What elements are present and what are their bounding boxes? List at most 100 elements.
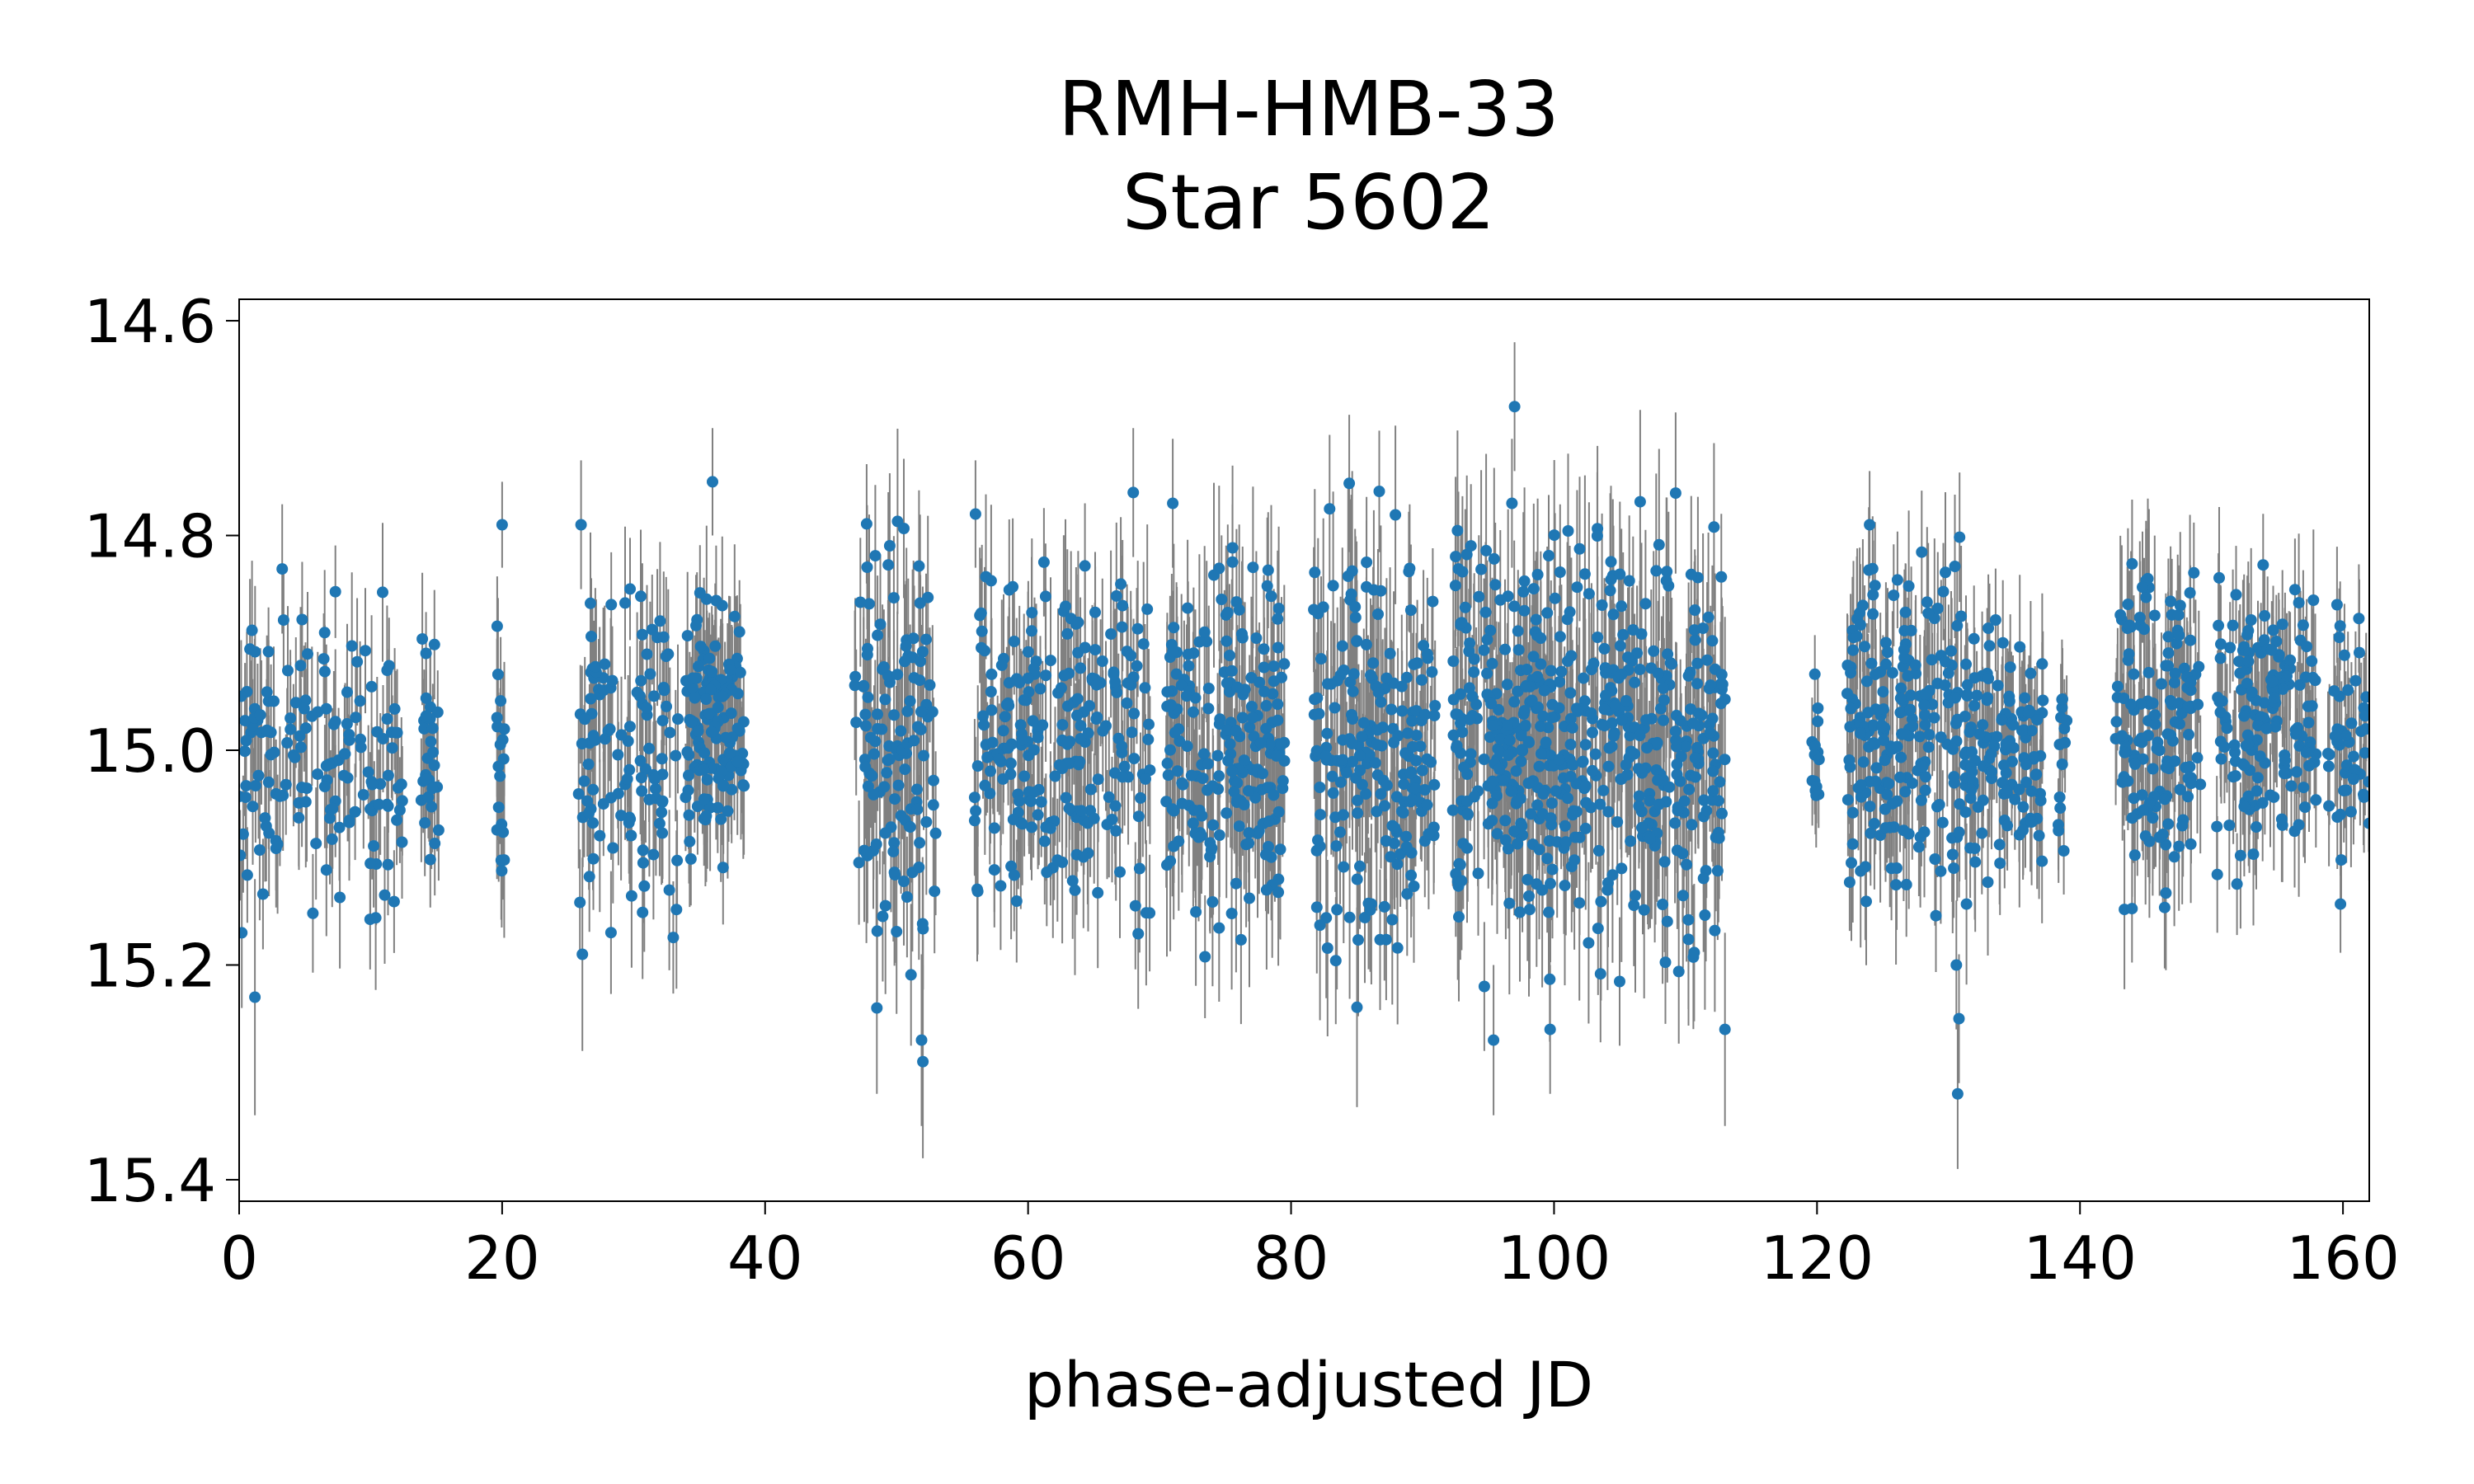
data-point xyxy=(1602,806,1614,818)
data-point xyxy=(1691,742,1703,754)
data-point xyxy=(1186,770,1197,782)
data-point xyxy=(1661,575,1672,586)
data-point xyxy=(1920,771,1931,782)
data-point xyxy=(1690,752,1701,763)
data-point xyxy=(241,735,252,746)
data-point xyxy=(1669,817,1681,829)
data-point xyxy=(1531,614,1542,626)
data-point xyxy=(1531,671,1543,683)
data-point xyxy=(1140,773,1151,785)
data-point xyxy=(637,844,649,856)
data-point xyxy=(1425,756,1437,768)
data-point xyxy=(922,592,934,603)
data-point xyxy=(280,779,292,791)
data-point xyxy=(1371,724,1383,735)
data-point xyxy=(1894,772,1906,783)
data-point xyxy=(1580,739,1592,750)
data-point xyxy=(647,849,659,861)
data-point xyxy=(1693,707,1705,719)
data-point xyxy=(1272,613,1283,625)
data-point xyxy=(1102,819,1113,830)
data-point xyxy=(2137,789,2148,801)
data-point xyxy=(632,687,643,698)
data-point xyxy=(1244,893,1255,904)
data-point xyxy=(1683,670,1695,682)
data-point xyxy=(737,779,749,791)
data-point xyxy=(1247,712,1258,724)
data-point xyxy=(1565,771,1577,782)
data-point xyxy=(682,630,694,641)
data-point xyxy=(1214,713,1225,725)
data-point xyxy=(1567,759,1578,771)
data-point xyxy=(1197,773,1209,784)
data-point xyxy=(654,818,666,829)
x-tick-label: 40 xyxy=(727,1223,803,1293)
data-point xyxy=(1659,856,1671,867)
data-point xyxy=(1982,694,1993,706)
data-point xyxy=(1144,907,1155,918)
data-point xyxy=(1079,560,1091,571)
chart-title-line-2: Star 5602 xyxy=(1122,158,1495,247)
data-point xyxy=(2126,558,2138,570)
data-point xyxy=(625,830,637,842)
data-point xyxy=(1878,703,1889,715)
data-point xyxy=(985,686,997,697)
data-point xyxy=(427,747,439,758)
data-point xyxy=(253,770,265,782)
data-point xyxy=(1621,769,1633,781)
data-point xyxy=(889,793,901,805)
data-point xyxy=(495,739,506,750)
data-point xyxy=(1222,607,1234,618)
data-point xyxy=(1261,700,1272,711)
data-point xyxy=(319,781,331,792)
data-point xyxy=(1371,739,1383,750)
data-point xyxy=(1165,699,1177,711)
data-point xyxy=(358,789,369,801)
data-point xyxy=(1075,662,1086,674)
data-point xyxy=(1385,851,1396,862)
data-point xyxy=(685,853,697,865)
data-point xyxy=(720,732,731,744)
data-point xyxy=(995,881,1006,892)
data-point xyxy=(1018,771,1030,782)
data-point xyxy=(1906,625,1917,636)
data-point xyxy=(1464,682,1475,693)
data-point xyxy=(2339,650,2350,661)
data-point xyxy=(1344,912,1356,923)
data-point xyxy=(1918,699,1930,711)
data-point xyxy=(1610,700,1621,711)
data-point xyxy=(1691,678,1703,689)
data-point xyxy=(1544,974,1555,985)
data-point xyxy=(726,707,737,719)
data-point xyxy=(1054,759,1065,771)
data-point xyxy=(259,812,270,824)
data-point xyxy=(1221,678,1233,689)
data-point xyxy=(895,726,906,737)
data-point xyxy=(1221,636,1232,647)
data-point xyxy=(1237,632,1249,644)
data-point xyxy=(2054,802,2066,814)
data-point xyxy=(1703,612,1714,623)
data-point xyxy=(2174,718,2185,730)
data-point xyxy=(1625,746,1637,758)
data-point xyxy=(2023,707,2034,718)
data-point xyxy=(1132,928,1144,940)
data-point xyxy=(979,780,990,791)
data-point xyxy=(1268,789,1279,801)
data-point xyxy=(899,655,910,667)
data-point xyxy=(1682,914,1694,926)
data-point xyxy=(1188,818,1199,829)
data-point xyxy=(494,770,506,782)
data-point xyxy=(1812,702,1823,714)
data-point xyxy=(1602,885,1613,896)
data-point xyxy=(1960,659,1972,670)
data-point xyxy=(1108,669,1119,680)
data-point xyxy=(391,815,402,826)
data-point xyxy=(1950,692,1961,703)
data-point xyxy=(1392,942,1404,954)
data-point xyxy=(2185,677,2196,688)
data-point xyxy=(1343,477,1355,489)
data-point xyxy=(1381,780,1393,791)
data-point xyxy=(872,723,883,735)
data-point xyxy=(1450,580,1461,591)
